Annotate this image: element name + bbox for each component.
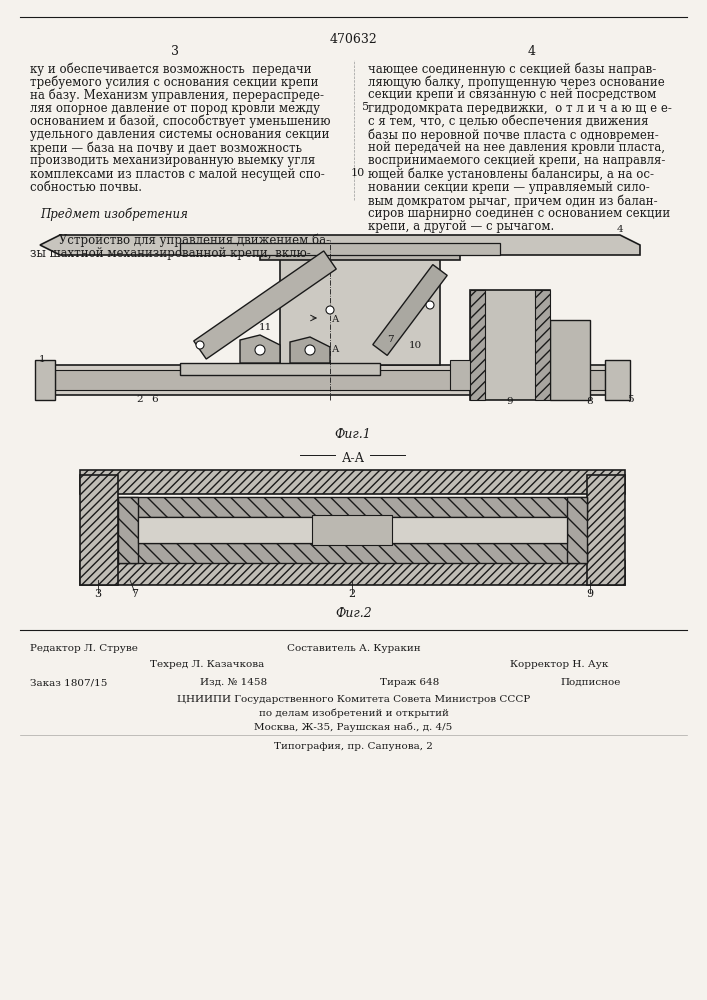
Text: 1: 1 (39, 356, 45, 364)
Text: секции крепи и связанную с ней посредством: секции крепи и связанную с ней посредств… (368, 88, 656, 101)
Circle shape (305, 345, 315, 355)
Bar (567, 497, 587, 563)
Bar (470, 290, 485, 400)
Text: Тираж 648: Тираж 648 (380, 678, 439, 687)
Text: Типография, пр. Сапунова, 2: Типография, пр. Сапунова, 2 (274, 742, 433, 751)
Bar (550, 320, 590, 400)
Text: 10: 10 (409, 340, 421, 350)
Text: по делам изобретений и открытий: по делам изобретений и открытий (259, 709, 448, 718)
Bar (80, 475, 118, 585)
Text: чающее соединенную с секцией базы направ-: чающее соединенную с секцией базы направ… (368, 62, 656, 76)
Bar (312, 515, 392, 545)
Polygon shape (373, 265, 448, 355)
Text: 3: 3 (95, 589, 102, 599)
Text: производить механизированную выемку угля: производить механизированную выемку угля (30, 154, 315, 167)
Text: Фиг.1: Фиг.1 (334, 428, 371, 441)
Text: основанием и базой, способствует уменьшению: основанием и базой, способствует уменьше… (30, 115, 330, 128)
Circle shape (196, 341, 204, 349)
Text: 5: 5 (626, 395, 633, 404)
Text: А: А (332, 316, 339, 324)
Polygon shape (40, 235, 640, 255)
Text: 470632: 470632 (329, 33, 378, 46)
Text: ющей балке установлены балансиры, а на ос-: ющей балке установлены балансиры, а на о… (368, 168, 654, 181)
Bar (470, 290, 550, 400)
Text: Заказ 1807/15: Заказ 1807/15 (30, 678, 107, 687)
Text: Подписное: Подписное (560, 678, 620, 687)
Text: воспринимаемого секцией крепи, на направля-: воспринимаемого секцией крепи, на направ… (368, 154, 665, 167)
Text: 7: 7 (132, 589, 139, 599)
Text: 3: 3 (171, 45, 179, 58)
Bar (80, 561, 625, 585)
Polygon shape (240, 335, 280, 363)
Bar (587, 475, 625, 585)
Text: 5: 5 (355, 102, 369, 112)
Bar (280, 245, 440, 365)
Text: 10: 10 (351, 168, 366, 178)
Bar (180, 363, 380, 375)
Text: сиров шарнирно соединен с основанием секции: сиров шарнирно соединен с основанием сек… (368, 207, 670, 220)
Text: 9: 9 (507, 397, 513, 406)
Bar (180, 243, 500, 255)
Bar (80, 470, 625, 494)
Text: удельного давления системы основания секции: удельного давления системы основания сек… (30, 128, 329, 141)
Text: гидродомкрата передвижки,  о т л и ч а ю щ е е-: гидродомкрата передвижки, о т л и ч а ю … (368, 102, 672, 115)
Bar (605, 360, 630, 400)
Bar (35, 360, 55, 400)
Text: Техред Л. Казачкова: Техред Л. Казачкова (150, 660, 264, 669)
Text: Москва, Ж-35, Раушская наб., д. 4/5: Москва, Ж-35, Раушская наб., д. 4/5 (255, 723, 452, 732)
Text: собностью почвы.: собностью почвы. (30, 181, 142, 194)
Text: с я тем, что, с целью обеспечения движения: с я тем, что, с целью обеспечения движен… (368, 115, 648, 128)
Text: 2: 2 (349, 589, 356, 599)
Bar (118, 543, 587, 563)
Bar (450, 360, 475, 390)
Bar (260, 240, 460, 260)
Bar (118, 497, 587, 517)
Text: 6: 6 (152, 395, 158, 404)
Text: комплексами из пластов с малой несущей спо-: комплексами из пластов с малой несущей с… (30, 168, 325, 181)
Text: Редактор Л. Струве: Редактор Л. Струве (30, 644, 138, 653)
Text: ЦНИИПИ Государственного Комитета Совета Министров СССР: ЦНИИПИ Государственного Комитета Совета … (177, 695, 530, 704)
Text: 4: 4 (528, 45, 536, 58)
Text: требуемого усилия с основания секции крепи: требуемого усилия с основания секции кре… (30, 75, 318, 89)
Text: 7: 7 (387, 336, 393, 344)
Text: ляющую балку, пропущенную через основание: ляющую балку, пропущенную через основани… (368, 75, 665, 89)
Text: зы шахтной механизированной крепи, вклю-: зы шахтной механизированной крепи, вклю- (30, 247, 311, 260)
Text: на базу. Механизм управления, перераспреде-: на базу. Механизм управления, перераспре… (30, 88, 324, 102)
Text: Устройство для управления движением ба-: Устройство для управления движением ба- (40, 234, 330, 247)
Text: 4: 4 (617, 226, 624, 234)
Text: А: А (332, 346, 339, 355)
Text: крепи — база на почву и дает возможность: крепи — база на почву и дает возможность (30, 141, 302, 155)
Bar (535, 290, 550, 400)
Circle shape (426, 301, 434, 309)
Polygon shape (290, 337, 330, 363)
Bar (55, 370, 605, 390)
Bar (138, 517, 567, 543)
Text: Изд. № 1458: Изд. № 1458 (200, 678, 267, 687)
Text: 11: 11 (258, 322, 271, 332)
Text: ной передачей на нее давления кровли пласта,: ной передачей на нее давления кровли пла… (368, 141, 665, 154)
Text: 9: 9 (586, 589, 594, 599)
Text: ляя опорное давление от пород кровли между: ляя опорное давление от пород кровли меж… (30, 102, 320, 115)
Text: Составитель А. Куракин: Составитель А. Куракин (286, 644, 421, 653)
Bar (40, 365, 620, 395)
Text: 2: 2 (136, 395, 144, 404)
Polygon shape (194, 251, 337, 359)
Text: новании секции крепи — управляемый сило-: новании секции крепи — управляемый сило- (368, 181, 650, 194)
Circle shape (255, 345, 265, 355)
Text: 8: 8 (587, 397, 593, 406)
Text: ку и обеспечивается возможность  передачи: ку и обеспечивается возможность передачи (30, 62, 312, 76)
Text: Корректор Н. Аук: Корректор Н. Аук (510, 660, 609, 669)
Text: крепи, а другой — с рычагом.: крепи, а другой — с рычагом. (368, 220, 554, 233)
Text: вым домкратом рычаг, причем один из балан-: вым домкратом рычаг, причем один из бала… (368, 194, 658, 208)
Text: базы по неровной почве пласта с одновремен-: базы по неровной почве пласта с одноврем… (368, 128, 659, 141)
Circle shape (326, 306, 334, 314)
Text: Предмет изобретения: Предмет изобретения (40, 207, 188, 221)
Bar (118, 497, 138, 563)
Text: А-А: А-А (342, 452, 365, 465)
Text: Фиг.2: Фиг.2 (335, 607, 372, 620)
